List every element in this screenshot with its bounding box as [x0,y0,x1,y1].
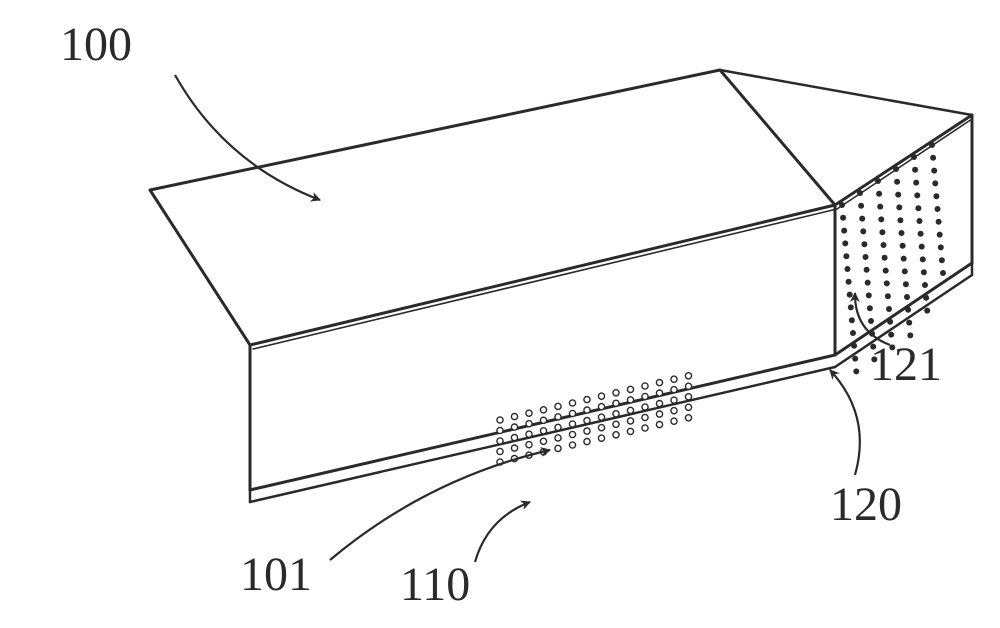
callout-label-101: 101 [240,548,312,601]
callout-label-120: 120 [830,478,902,531]
callout-label-110: 110 [400,558,470,611]
callout-label-100: 100 [60,18,132,71]
callout-label-121: 121 [870,338,942,391]
